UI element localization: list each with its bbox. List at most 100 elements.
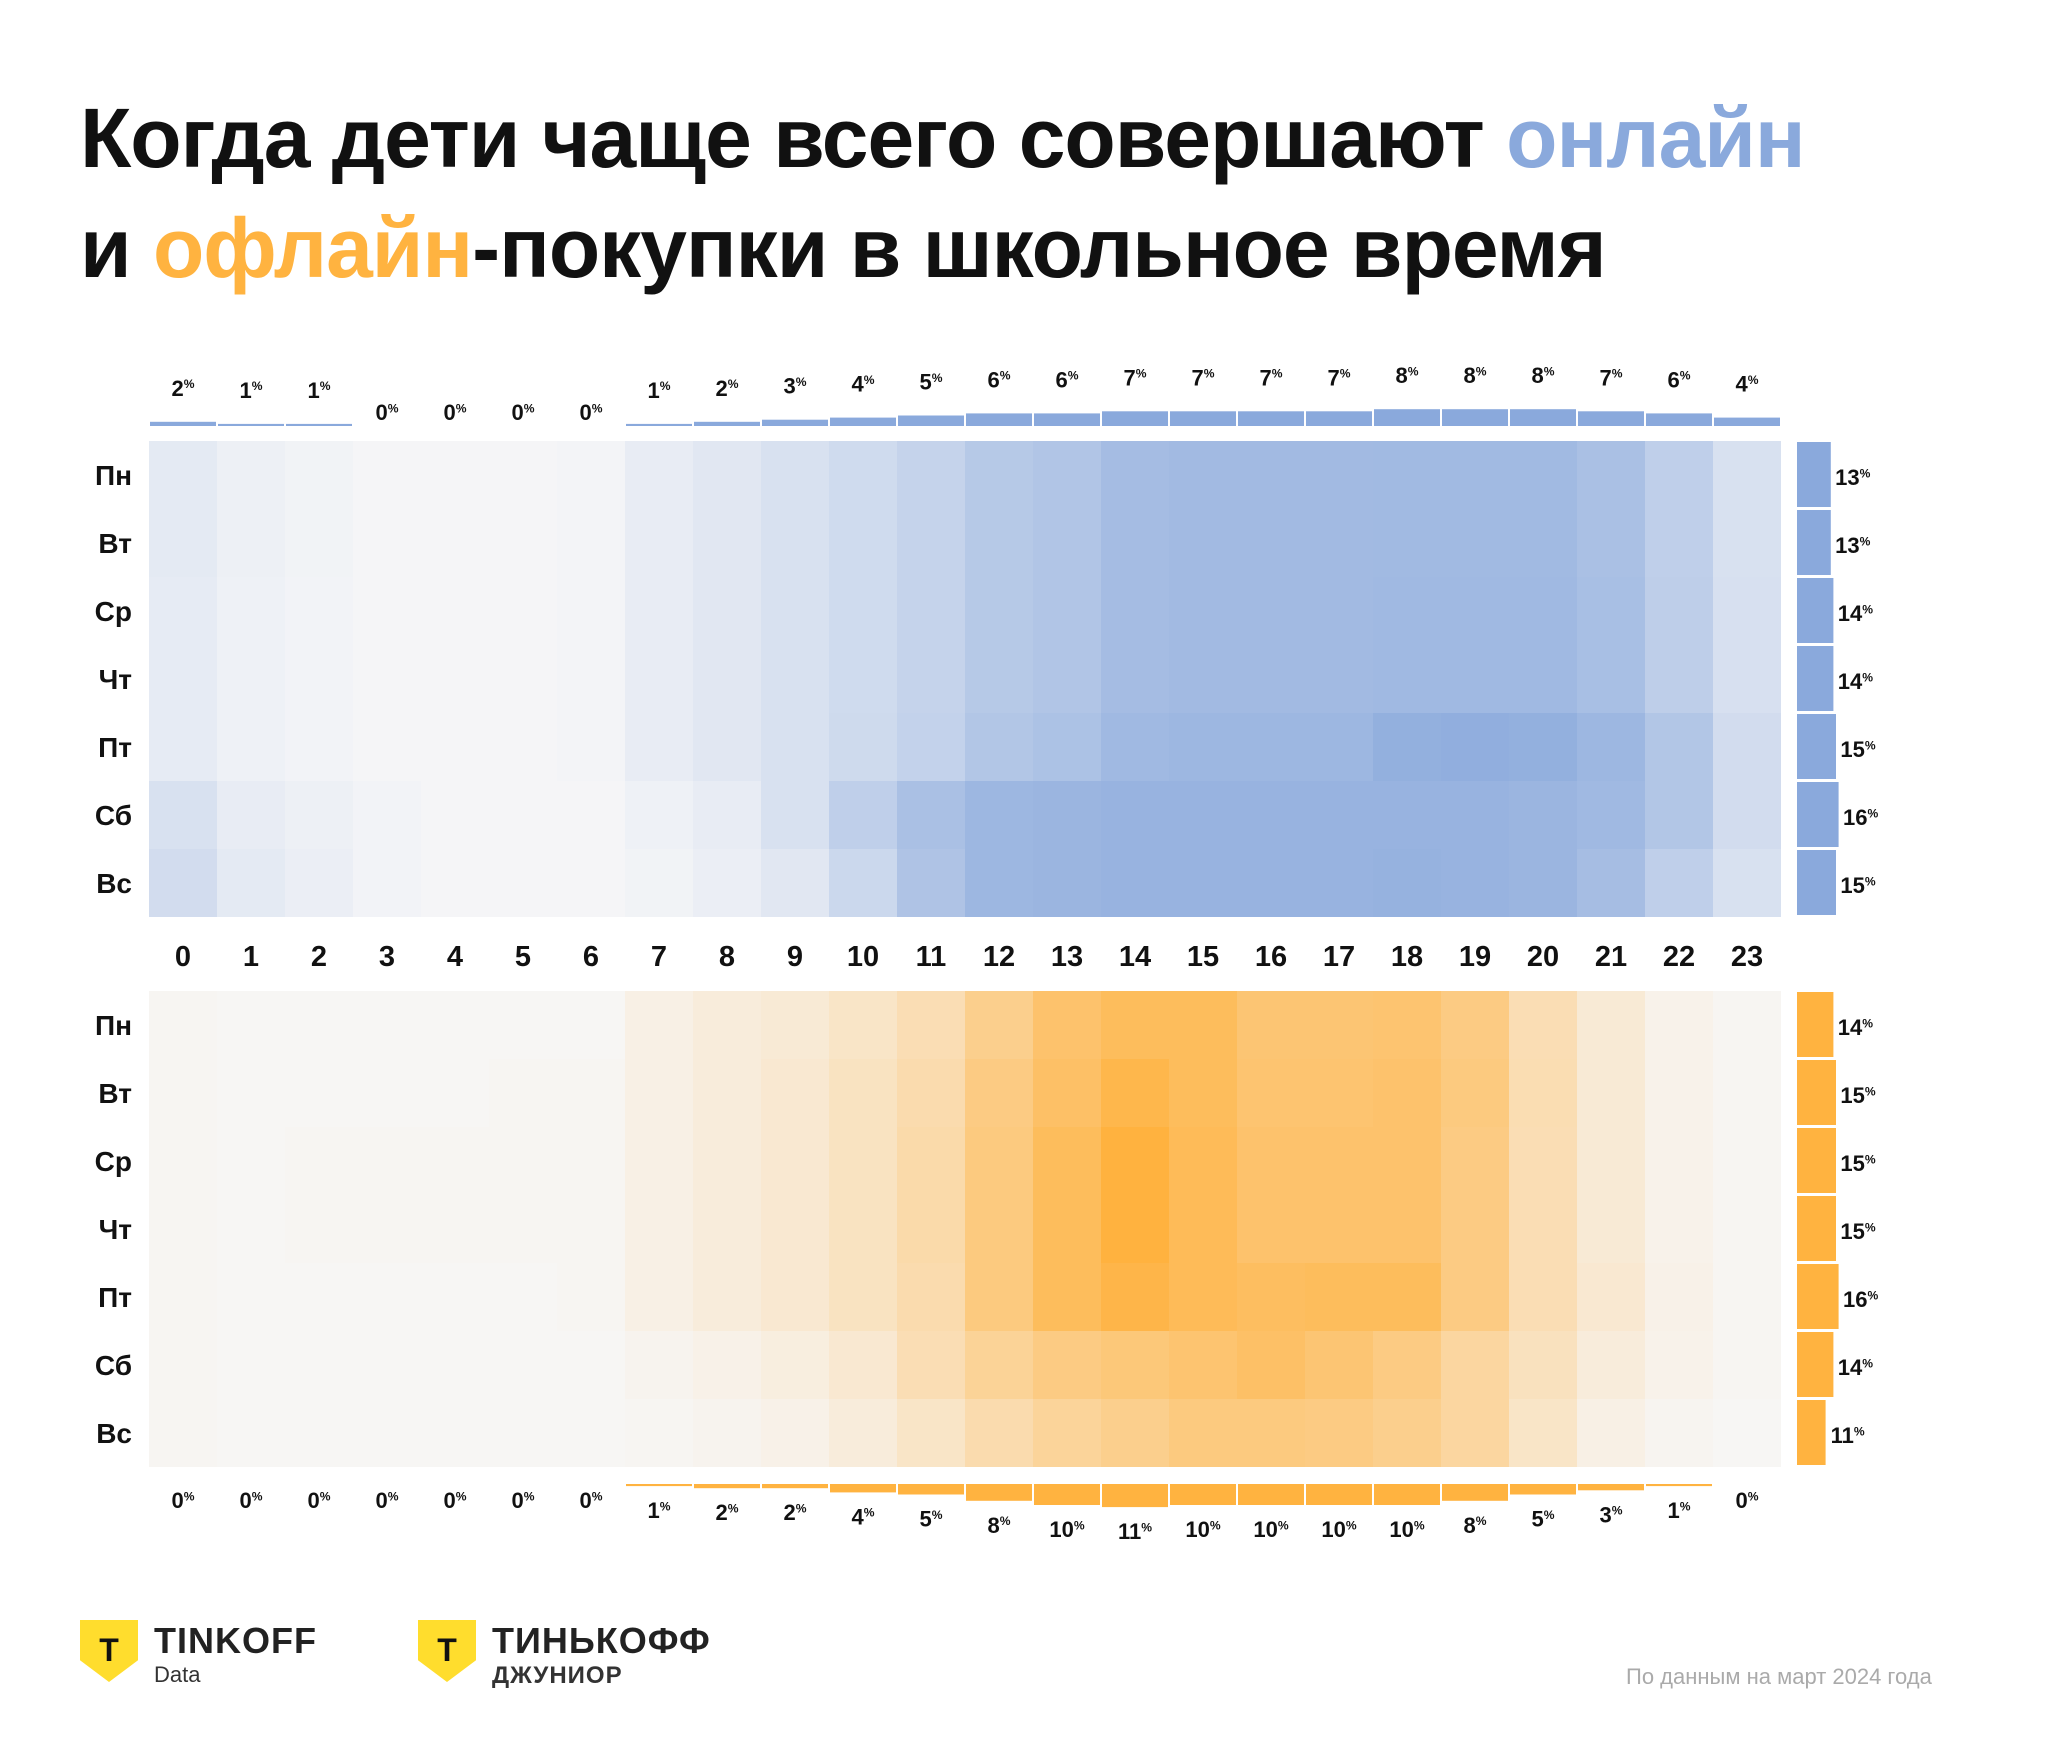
heatmap-cell — [1713, 991, 1781, 1059]
hour-total-bar — [1646, 1484, 1712, 1487]
percent-label: 5% — [919, 370, 942, 395]
heatmap-cell — [693, 1263, 761, 1331]
heatmap-cell — [1101, 577, 1169, 645]
heatmap-cell — [761, 1263, 829, 1331]
heatmap-cell — [1645, 1059, 1713, 1127]
heatmap-cell — [897, 1059, 965, 1127]
day-label: Пт — [98, 732, 132, 763]
heatmap-cell — [1713, 1059, 1781, 1127]
heatmap-cell — [625, 1331, 693, 1399]
hour-total-bar — [150, 421, 216, 426]
heatmap-cell — [217, 1399, 285, 1467]
hour-tick-label: 8 — [719, 941, 735, 973]
hour-total-bar — [1306, 411, 1372, 426]
heatmap-cell — [1577, 1059, 1645, 1127]
heatmap-cell — [489, 713, 557, 781]
heatmap-cell — [1237, 781, 1305, 849]
heatmap-cell — [1305, 1263, 1373, 1331]
heatmap-cell — [1441, 781, 1509, 849]
heatmap-cell — [421, 1127, 489, 1195]
heatmap-cell — [149, 849, 217, 917]
hour-tick-label: 11 — [916, 941, 947, 973]
percent-label: 4% — [851, 372, 874, 397]
hour-total-bar — [1102, 1484, 1168, 1508]
hour-total-bar — [1578, 1484, 1644, 1491]
heatmap-cell — [1237, 509, 1305, 577]
logo-tinkoff-data: Т TINKOFF Data — [80, 1620, 317, 1688]
heatmap-cell — [285, 849, 353, 917]
heatmap-cell — [1713, 509, 1781, 577]
hour-tick-label: 0 — [175, 941, 191, 973]
heatmap-cell — [1033, 1127, 1101, 1195]
heatmap-cell — [625, 645, 693, 713]
heatmap-cell — [829, 1195, 897, 1263]
day-label: Ср — [95, 596, 132, 627]
heatmap-cell — [897, 1331, 965, 1399]
heatmap-cell — [421, 1399, 489, 1467]
heatmap-cell — [1305, 1127, 1373, 1195]
heatmap-cell — [557, 577, 625, 645]
percent-label: 15% — [1840, 1083, 1875, 1108]
logo-name: TINKOFF — [154, 1620, 317, 1661]
heatmap-cell — [897, 849, 965, 917]
heatmap-cell — [149, 1127, 217, 1195]
title-line-1: Когда дети чаще всего совершают онлайн — [80, 96, 1806, 180]
heatmap-cell — [1305, 713, 1373, 781]
heatmap-cell — [1305, 441, 1373, 509]
heatmap-cell — [1373, 509, 1441, 577]
heatmap-cell — [1645, 781, 1713, 849]
heatmap-cell — [1237, 1195, 1305, 1263]
heatmap-cell — [1509, 1127, 1577, 1195]
heatmap-cell — [829, 713, 897, 781]
heatmap-cell — [421, 509, 489, 577]
percent-label: 1% — [1667, 1498, 1690, 1523]
heatmap-cell — [1169, 1399, 1237, 1467]
percent-label: 0% — [375, 400, 398, 425]
heatmap-cell — [1101, 1331, 1169, 1399]
heatmap-cell — [761, 1127, 829, 1195]
heatmap-cell — [693, 1195, 761, 1263]
hour-tick-label: 2 — [311, 941, 327, 973]
day-label: Вт — [98, 1078, 132, 1109]
heatmap-cell — [1645, 441, 1713, 509]
heatmap-cell — [1713, 1399, 1781, 1467]
percent-label: 1% — [647, 378, 670, 403]
hour-total-bar — [694, 1484, 760, 1489]
heatmap-cell — [1713, 713, 1781, 781]
heatmap-cell — [829, 991, 897, 1059]
heatmap-cell — [353, 509, 421, 577]
heatmap-cell — [1169, 577, 1237, 645]
heatmap-cell — [1441, 1263, 1509, 1331]
hour-total-bar — [626, 1484, 692, 1487]
heatmap-cell — [217, 849, 285, 917]
heatmap-cell — [1441, 441, 1509, 509]
heatmap-cell — [1373, 991, 1441, 1059]
heatmap-cell — [149, 1195, 217, 1263]
heatmap-cell — [829, 1263, 897, 1331]
percent-label: 8% — [1531, 363, 1554, 388]
heatmap-cell — [285, 577, 353, 645]
heatmap-cell — [1373, 1059, 1441, 1127]
hour-total-bar — [626, 423, 692, 426]
heatmap-cell — [625, 713, 693, 781]
heatmap-cell — [829, 781, 897, 849]
heatmap-cell — [761, 1195, 829, 1263]
percent-label: 0% — [511, 1488, 534, 1513]
heatmap-cell — [1509, 577, 1577, 645]
heatmap-cell — [1169, 441, 1237, 509]
heatmap-cell — [1645, 577, 1713, 645]
heatmap-cell — [897, 1195, 965, 1263]
heatmap-cell — [1645, 645, 1713, 713]
heatmap-cell — [965, 991, 1033, 1059]
heatmap-cell — [1577, 1399, 1645, 1467]
heatmap-cell — [489, 441, 557, 509]
heatmap-cell — [353, 1127, 421, 1195]
heatmap-cell — [557, 849, 625, 917]
heatmap-cell — [1101, 1195, 1169, 1263]
heatmap-cell — [353, 1059, 421, 1127]
heatmap-cell — [897, 713, 965, 781]
heatmap-cell — [625, 1195, 693, 1263]
heatmap-cell — [1577, 991, 1645, 1059]
hour-total-bar — [1034, 413, 1100, 426]
heatmap-cell — [1645, 991, 1713, 1059]
